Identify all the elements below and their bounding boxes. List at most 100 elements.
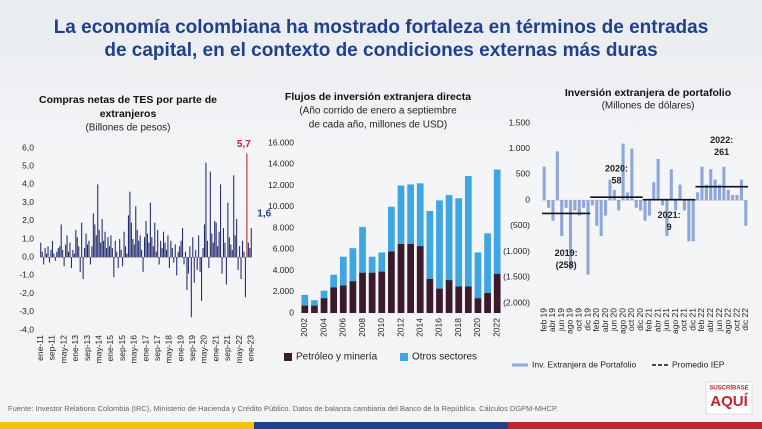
bar-segment <box>330 274 338 288</box>
x-tick-label: sep-19 <box>187 335 197 361</box>
y-tick-label: 6.000 <box>273 244 295 254</box>
bar <box>47 246 49 258</box>
bar <box>735 195 739 201</box>
x-tick-label: feb 22 <box>696 308 706 332</box>
x-tick-label: ene-15 <box>105 335 115 362</box>
badge-text[interactable]: AQUÍ <box>710 393 748 410</box>
y-tick-label: (1.500) <box>503 272 530 282</box>
bar <box>625 192 630 201</box>
average-label: 261 <box>714 147 729 157</box>
bar <box>168 257 170 269</box>
bar <box>160 240 162 258</box>
x-tick-label: jun 22 <box>714 308 724 332</box>
y-tick-label: -3,0 <box>19 306 34 316</box>
bar <box>142 257 144 272</box>
bar <box>227 202 229 258</box>
bar <box>141 249 143 258</box>
bar <box>130 222 132 258</box>
y-tick-label: 8.000 <box>273 222 295 232</box>
x-tick-label: 2010 <box>376 318 386 337</box>
bar <box>547 200 551 208</box>
flag-yellow <box>0 422 254 429</box>
x-tick-label: 2022 <box>491 318 501 337</box>
bar <box>149 202 151 258</box>
x-tick-label: jun 19 <box>556 308 566 332</box>
y-tick-label: 3,0 <box>22 197 34 207</box>
bar-segment <box>493 169 501 274</box>
bar-segment <box>311 300 318 306</box>
x-tick-label: abr 21 <box>652 308 662 332</box>
bar <box>564 200 568 208</box>
bar-segment <box>445 280 453 313</box>
bar <box>555 151 559 201</box>
bar <box>184 251 187 258</box>
bar <box>129 191 131 258</box>
x-tick-label: ago 20 <box>617 308 627 334</box>
bar <box>98 229 100 258</box>
badge-text[interactable]: SUSCRÍBASE <box>709 384 748 392</box>
chart-subtitle: (Año corrido de enero a septiembre <box>299 106 457 117</box>
chart-title: Compras netas de TES por parte de <box>39 94 217 106</box>
bar <box>86 244 89 258</box>
legend-label: Otros sectores <box>412 352 477 363</box>
bar <box>193 257 195 283</box>
x-tick-label: dic 21 <box>687 308 697 331</box>
bar <box>84 248 86 258</box>
bar <box>215 222 217 258</box>
bar <box>139 235 141 258</box>
y-tick-label: 4,0 <box>22 179 34 189</box>
x-tick-label: sep-21 <box>222 335 232 361</box>
bar-segment <box>378 271 386 313</box>
legend-label: Petróleo y minería <box>296 352 378 363</box>
bar <box>186 257 188 290</box>
x-tick-label: 2016 <box>434 318 444 337</box>
bar <box>717 184 722 201</box>
bar <box>247 242 249 258</box>
bar-segment <box>397 185 405 244</box>
bar-segment <box>474 298 482 313</box>
x-tick-label: 2018 <box>453 318 463 337</box>
bar <box>228 237 230 258</box>
bar <box>208 257 210 269</box>
bar-segment <box>388 206 395 252</box>
bar <box>691 200 695 242</box>
title: La economía colombiana ha mostrado forta… <box>54 17 709 38</box>
bar <box>652 182 656 201</box>
x-tick-label: abr 20 <box>600 308 610 332</box>
x-tick-label: dic 19 <box>582 308 592 331</box>
bar <box>630 148 634 201</box>
bar <box>167 235 169 258</box>
bar <box>634 200 638 208</box>
bar <box>211 233 213 258</box>
bar-segment <box>464 175 472 287</box>
bar <box>234 235 236 258</box>
bar <box>41 251 43 258</box>
x-tick-label: ene-11 <box>35 335 45 361</box>
bar <box>48 257 51 263</box>
bar-segment <box>349 281 357 313</box>
average-label: (258) <box>556 260 577 270</box>
x-tick-label: ene-23 <box>246 335 256 362</box>
bar-segment <box>474 252 482 299</box>
bar-segment <box>397 243 405 313</box>
bar <box>608 179 612 201</box>
badge[interactable] <box>705 381 753 415</box>
bar-segment <box>368 272 376 313</box>
bar <box>612 189 616 201</box>
bar <box>595 200 599 226</box>
y-tick-label: 4.000 <box>273 265 295 275</box>
bar <box>56 251 58 258</box>
y-tick-label: 14.000 <box>268 159 294 169</box>
y-tick-label: (2.000) <box>503 297 530 307</box>
bar <box>88 240 90 258</box>
bar <box>246 153 248 258</box>
title: de capital, en el contexto de condicione… <box>104 40 657 61</box>
bar <box>144 237 146 258</box>
bar <box>125 246 127 258</box>
bar <box>85 233 87 258</box>
bar <box>704 184 708 201</box>
bar <box>126 253 128 258</box>
x-tick-label: sep-11 <box>47 335 57 361</box>
bar-segment <box>484 292 491 313</box>
